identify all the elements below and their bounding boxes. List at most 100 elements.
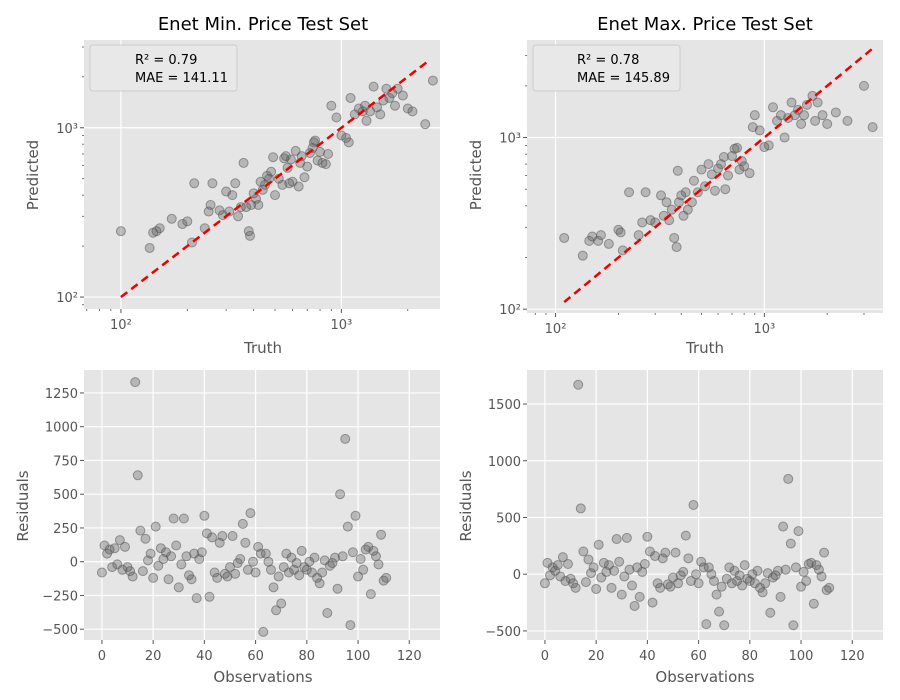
data-point <box>227 531 238 542</box>
data-point <box>302 161 313 172</box>
data-point <box>580 577 591 588</box>
data-point <box>145 548 156 559</box>
data-point <box>634 591 645 602</box>
tick-labels: 0 20 40 60 80 100 120 −500 0 500 1000 1500 <box>485 398 864 664</box>
y-tick-label: 500 <box>53 488 78 503</box>
data-point <box>117 564 128 575</box>
x-axis-label: Truth <box>243 339 282 357</box>
tick-labels: 0 20 40 60 80 100 120 −500 −250 0 250 500 750 1000 125… <box>42 387 421 664</box>
data-point <box>268 582 279 593</box>
data-point <box>575 503 586 514</box>
y-axis-label: Residuals <box>14 470 32 541</box>
data-point <box>778 521 789 532</box>
data-point <box>737 580 748 591</box>
y-tick-label: 10² <box>499 303 521 318</box>
data-point <box>796 118 807 129</box>
data-point <box>270 190 281 201</box>
data-point <box>323 148 334 159</box>
data-point <box>233 211 244 222</box>
data-point <box>222 571 233 582</box>
data-point <box>248 188 259 199</box>
data-point <box>732 142 743 153</box>
data-point <box>780 564 791 575</box>
tick-labels: 10² 10² 10³ 10³ <box>499 55 865 337</box>
x-tick-label: 20 <box>588 649 605 664</box>
x-axis-label: Truth <box>685 339 724 357</box>
x-tick-label: 80 <box>742 649 759 664</box>
data-point <box>562 558 573 569</box>
data-point <box>224 562 235 573</box>
y-tick-label: −250 <box>42 589 78 604</box>
plot-min-price-residuals: 0 20 40 60 80 100 120 −500 −250 0 250 500 750 1000 125… <box>14 370 440 686</box>
data-point <box>335 489 346 500</box>
data-point <box>212 572 223 583</box>
x-tick-label: 20 <box>145 649 162 664</box>
data-point <box>177 219 188 230</box>
data-point <box>727 151 738 162</box>
data-point <box>606 582 617 593</box>
data-point <box>573 379 584 390</box>
data-point <box>299 172 310 183</box>
data-point <box>309 552 320 563</box>
data-point <box>765 607 776 618</box>
x-tick-label: 120 <box>397 649 422 664</box>
data-point <box>656 190 667 201</box>
data-point <box>209 567 220 578</box>
data-point <box>696 164 707 175</box>
x-axis-label: Observations <box>655 668 754 686</box>
data-point <box>772 565 783 576</box>
y-tick-label: 1250 <box>45 387 78 402</box>
data-point <box>647 597 658 608</box>
data-point <box>296 545 307 556</box>
data-point <box>583 554 594 565</box>
x-tick-label: 0 <box>541 649 549 664</box>
data-point <box>763 140 774 151</box>
data-point <box>747 569 758 580</box>
data-point <box>812 97 823 108</box>
data-point <box>173 582 184 593</box>
data-point <box>268 152 279 163</box>
data-point <box>670 547 681 558</box>
data-point <box>714 606 725 617</box>
data-point <box>191 593 202 604</box>
data-point <box>808 598 819 609</box>
data-point <box>560 576 571 587</box>
data-point <box>557 552 568 563</box>
data-point <box>250 567 261 578</box>
data-point <box>266 166 277 177</box>
r-squared-annotation: R² = 0.78 <box>577 53 639 68</box>
data-point <box>235 554 246 564</box>
data-point <box>775 591 786 602</box>
data-point <box>678 566 689 577</box>
data-point <box>115 226 126 237</box>
data-point <box>593 539 604 550</box>
data-point <box>703 159 714 170</box>
y-tick-label: 0 <box>513 568 521 583</box>
data-point <box>280 151 291 162</box>
plot-max-price-truth-vs-predicted: Enet Max. Price Test Set 10² 10² 10³ 10³ R²… <box>467 14 883 357</box>
data-point <box>273 571 284 582</box>
data-point <box>241 202 252 213</box>
data-point <box>688 175 699 186</box>
data-point <box>317 567 328 578</box>
data-point <box>230 178 241 189</box>
data-point <box>801 99 812 110</box>
data-point <box>107 562 118 573</box>
data-point <box>691 569 702 580</box>
legend-box <box>89 44 238 92</box>
data-point <box>830 107 841 118</box>
y-tick-label: 750 <box>53 454 78 469</box>
data-point <box>355 554 366 564</box>
data-point <box>790 562 801 573</box>
data-point <box>293 181 304 192</box>
y-axis-label: Predicted <box>24 140 42 210</box>
data-point <box>207 178 218 189</box>
data-point <box>204 591 215 602</box>
x-tick-label: 10² <box>545 322 567 337</box>
plot-min-price-truth-vs-predicted: Enet Min. Price Test Set 10² 10² 10³ 10³ R²… <box>24 14 440 357</box>
y-tick-label: 1000 <box>45 421 78 436</box>
x-tick-label: 10² <box>110 318 132 333</box>
data-point <box>619 571 630 582</box>
mae-annotation: MAE = 145.89 <box>577 71 670 86</box>
data-point <box>624 187 635 198</box>
